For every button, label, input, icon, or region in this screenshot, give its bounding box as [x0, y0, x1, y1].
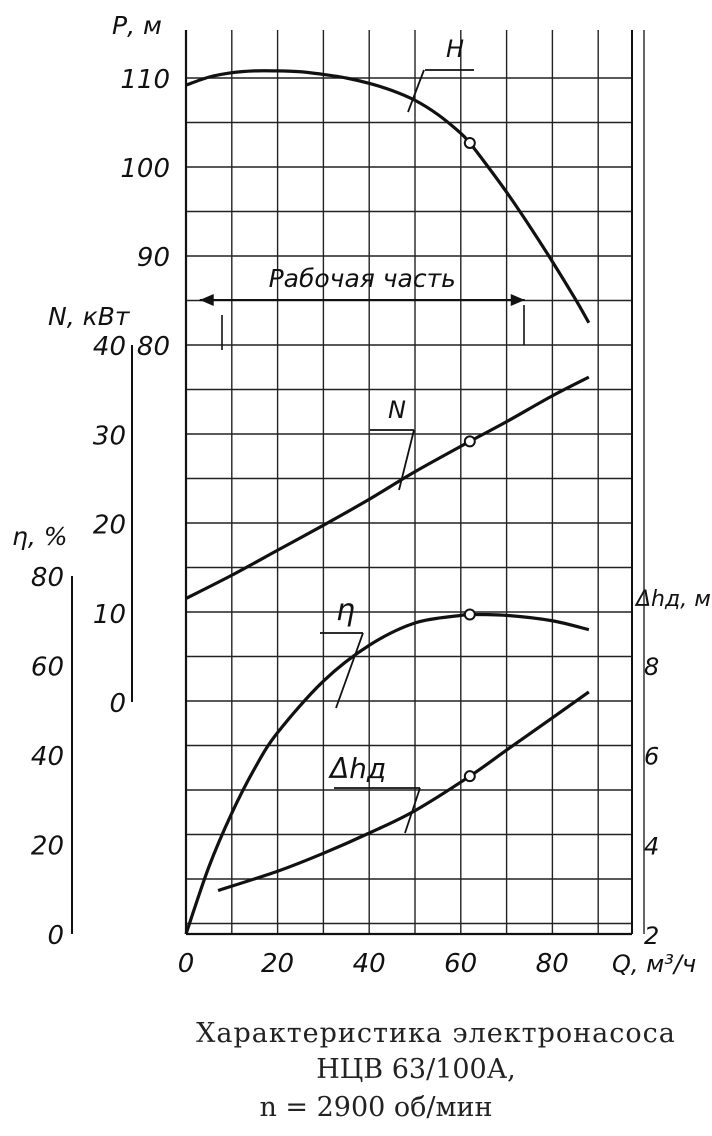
dh-tick-label: 2 [644, 922, 659, 950]
N-tick-label: 10 [93, 600, 126, 630]
chart-labels: H Nη Δhд Рабочая часть [199, 35, 525, 834]
H-tick-label: 100 [120, 154, 170, 184]
x-tick-label: 20 [261, 949, 294, 979]
N-tick-label: 40 [93, 332, 126, 362]
eta-tick-label: 20 [31, 832, 64, 862]
operating-point-marker [463, 770, 476, 783]
dh-curve [217, 690, 590, 893]
x-tick-label: 0 [178, 949, 195, 979]
x-tick-label: 80 [536, 949, 569, 979]
operating-point-marker [463, 435, 476, 448]
chart-grid [184, 30, 645, 936]
h-axis-title: Р, м [112, 11, 162, 40]
h-curve-label: H [446, 35, 464, 63]
n-curve-label: N [388, 396, 406, 424]
working-range-arrowhead-left [199, 294, 214, 306]
x-tick-label: 60 [444, 949, 477, 979]
dh-axis-title: Δhд, м [634, 587, 711, 612]
caption-pump-model: НЦВ 63/100А, [316, 1054, 516, 1085]
working-range-label: Рабочая часть [269, 264, 456, 293]
h-curve [185, 69, 591, 324]
eta-curve-label-leader [320, 632, 364, 709]
operating-point-marker [463, 608, 476, 621]
N-tick-label: 20 [93, 511, 126, 541]
working-range-arrowhead-right [510, 294, 525, 306]
N-tick-label: 0 [109, 689, 126, 719]
dh-tick-label: 4 [644, 832, 659, 860]
h-curve-label-leader [407, 69, 474, 113]
eta-curve [184, 612, 590, 935]
H-tick-label: 110 [120, 65, 170, 95]
N-tick-label: 30 [93, 421, 126, 451]
eta-tick-label: 0 [47, 921, 64, 951]
n-curve-label-leader [370, 429, 415, 491]
eta-tick-label: 60 [31, 653, 64, 683]
eta-tick-label: 40 [31, 742, 64, 772]
n-axis-title: N, кВт [48, 302, 131, 331]
chart-series [184, 69, 591, 935]
H-tick-label: 80 [137, 332, 170, 362]
eta-curve-label: η [336, 593, 355, 628]
n-curve [185, 375, 590, 600]
dh-tick-label: 8 [644, 653, 659, 681]
eta-axis-title: η, % [12, 522, 68, 551]
eta-tick-label: 80 [31, 563, 64, 593]
H-tick-label: 90 [137, 243, 170, 273]
dh-tick-label: 6 [644, 743, 659, 771]
x-axis-title: Q, м³/ч [612, 950, 696, 978]
dh-curve-label-leader [334, 787, 421, 834]
caption-speed: n = 2900 об/мин [259, 1092, 493, 1123]
dh-curve-label: Δhд [328, 752, 386, 785]
pump-characteristic-chart: 0 20 40 60 80 80 90 100 110 0 10 20 30 40 0 20 40 60 80 2 4 6… [12, 11, 711, 979]
x-tick-label: 40 [353, 949, 386, 979]
chart-axes: 0 20 40 60 80 80 90 100 110 0 10 20 30 40 0 20 40 60 80 2 4 6… [12, 11, 711, 979]
caption-title: Характеристика электронасоса [196, 1018, 676, 1049]
operating-point-marker [463, 136, 476, 149]
